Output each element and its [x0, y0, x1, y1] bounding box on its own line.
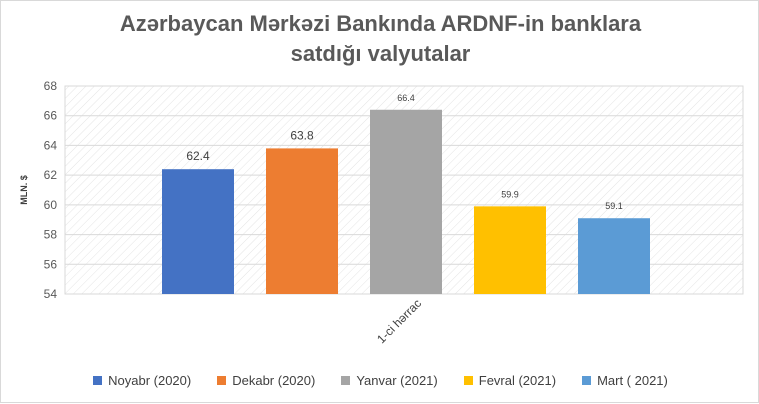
- bar: [162, 169, 234, 294]
- chart-title: Azərbaycan Mərkəzi Bankında ARDNF-in ban…: [1, 9, 759, 69]
- data-label: 59.9: [501, 189, 519, 199]
- chart-title-line-1: Azərbaycan Mərkəzi Bankında ARDNF-in ban…: [119, 11, 642, 36]
- legend-label: Dekabr (2020): [232, 373, 316, 388]
- y-tick-label: 64: [44, 138, 58, 152]
- legend: Noyabr (2020) Dekabr (2020) Yanvar (2021) F…: [1, 373, 759, 388]
- bar: [474, 206, 546, 294]
- data-label: 63.8: [290, 128, 314, 142]
- legend-item: Mart ( 2021): [582, 373, 668, 388]
- y-tick-label: 58: [44, 228, 58, 242]
- y-tick-label: 60: [44, 198, 58, 212]
- legend-item: Fevral (2021): [463, 373, 557, 388]
- y-axis-label: MLN. $: [19, 175, 29, 205]
- chart-title-line-2: satdığı valyutalar: [290, 41, 471, 66]
- y-tick-label: 54: [44, 287, 58, 301]
- legend-item: Noyabr (2020): [93, 373, 191, 388]
- legend-label: Mart ( 2021): [597, 373, 668, 388]
- data-label: 62.4: [186, 149, 210, 163]
- y-tick-label: 66: [44, 109, 58, 123]
- legend-item: Dekabr (2020): [217, 373, 315, 388]
- legend-swatch: [463, 376, 473, 385]
- legend-label: Noyabr (2020): [108, 373, 192, 388]
- bar: [370, 109, 442, 295]
- x-tick-label: 1-ci hərrac: [374, 296, 424, 346]
- y-tick-label: 68: [44, 79, 58, 93]
- data-label: 66.4: [397, 93, 415, 103]
- legend-swatch: [217, 376, 227, 385]
- y-tick-label: 62: [44, 168, 58, 182]
- data-label: 59.1: [605, 201, 623, 211]
- legend-swatch: [582, 376, 592, 385]
- legend-label: Yanvar (2021): [356, 373, 438, 388]
- legend-swatch: [341, 376, 351, 385]
- y-tick-label: 56: [44, 257, 58, 271]
- legend-swatch: [93, 376, 103, 385]
- bar: [578, 218, 650, 294]
- legend-item: Yanvar (2021): [341, 373, 438, 388]
- bar: [266, 148, 338, 294]
- legend-label: Fevral (2021): [478, 373, 557, 388]
